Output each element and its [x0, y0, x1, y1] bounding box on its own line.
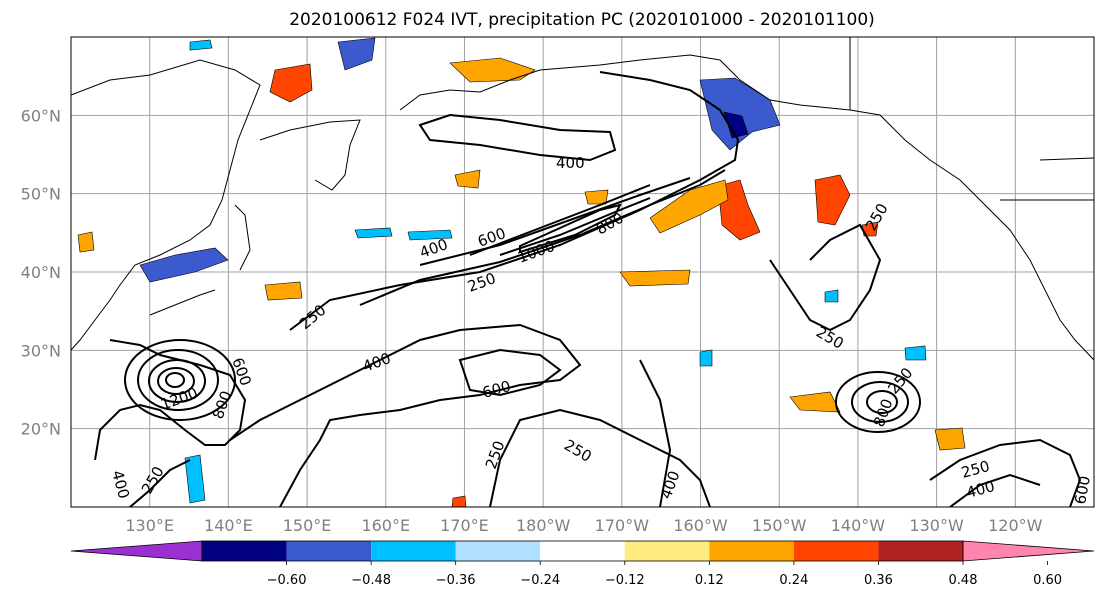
longitude-label: 160°E — [361, 516, 410, 535]
precip-positive-patch — [814, 174, 851, 226]
colorbar-segment — [709, 541, 794, 561]
precip-negative-patch — [407, 229, 453, 241]
precip-positive-patch — [77, 231, 95, 253]
colorbar-extend-low — [70, 540, 203, 562]
colorbar-tick-label: −0.12 — [605, 573, 645, 588]
longitude-label: 130°W — [909, 516, 964, 535]
colorbar-segment — [202, 541, 287, 561]
precip-positive-patch — [789, 391, 841, 413]
precip-negative-patch — [139, 247, 229, 283]
contour-label: 400 — [556, 154, 585, 172]
figure-title: 2020100612 F024 IVT, precipitation PC (2… — [289, 10, 875, 30]
precip-positive-patch — [619, 269, 691, 287]
precip-negative-patch — [699, 77, 781, 151]
longitude-label: 170°E — [440, 516, 489, 535]
precip-positive-patch — [451, 495, 467, 507]
precip-positive-patch — [934, 427, 966, 451]
precip-positive-patch — [454, 169, 481, 189]
colorbar-extend-high — [962, 540, 1095, 562]
colorbar-tick-label: 0.36 — [864, 573, 893, 588]
precip-negative-patch — [904, 345, 927, 361]
colorbar-tick-label: −0.24 — [520, 573, 560, 588]
precip-anomaly-shading — [77, 37, 966, 507]
precip-negative-patch — [184, 454, 206, 504]
longitude-label: 140°E — [204, 516, 253, 535]
ivt-contours — [94, 71, 1082, 507]
colorbar-tick-label: 0.60 — [1033, 573, 1062, 588]
latitude-label: 30°N — [21, 341, 61, 360]
longitude-label: 160°W — [673, 516, 728, 535]
coastlines — [71, 37, 1094, 361]
colorbar-tick-label: −0.36 — [436, 573, 476, 588]
colorbar-tick-label: −0.48 — [351, 573, 391, 588]
precip-negative-patch — [723, 111, 749, 139]
gridlines — [71, 37, 1094, 507]
latitude-label: 60°N — [21, 106, 61, 125]
colorbar-tick-label: 0.48 — [949, 573, 978, 588]
colorbar-tick-label: 0.24 — [779, 573, 808, 588]
latitude-labels: 60°N 50°N 40°N 30°N 20°N — [21, 106, 61, 438]
latitude-label: 40°N — [21, 263, 61, 282]
latitude-label: 50°N — [21, 185, 61, 204]
precip-positive-patch — [449, 57, 536, 83]
contour-label: 600 — [1071, 474, 1094, 505]
colorbar-segment — [793, 541, 879, 561]
precip-negative-patch — [189, 39, 213, 51]
colorbar-outline — [201, 540, 964, 562]
longitude-labels: 130°E 140°E 150°E 160°E 170°E 180°W 170°W 160°W… — [125, 516, 1042, 535]
colorbar-segment — [540, 541, 625, 561]
precip-negative-patch — [824, 289, 839, 303]
precip-positive-patch — [584, 189, 609, 205]
colorbar-segment — [286, 541, 372, 561]
colorbar-segment — [371, 541, 456, 561]
precip-negative-patch — [699, 349, 713, 367]
precip-negative-patch — [354, 227, 393, 239]
longitude-label: 170°W — [595, 516, 650, 535]
colorbar-segment — [878, 541, 963, 561]
precip-negative-patch — [337, 37, 376, 71]
precip-positive-patch — [719, 179, 761, 241]
map-panel: 400 600 800 1000 1200 250 400 600 800 25… — [70, 36, 1095, 508]
colorbar-tick-label: 0.12 — [695, 573, 724, 588]
latitude-label: 20°N — [21, 420, 61, 439]
precip-positive-patch — [269, 63, 313, 103]
colorbar-segment — [455, 541, 541, 561]
precip-positive-patch — [264, 281, 303, 301]
longitude-label: 150°W — [752, 516, 807, 535]
colorbar-segment — [624, 541, 710, 561]
colorbar-tick-label: −0.60 — [267, 573, 307, 588]
longitude-label: 180°W — [516, 516, 571, 535]
longitude-label: 140°W — [831, 516, 886, 535]
longitude-label: 130°E — [125, 516, 174, 535]
colorbar: −0.60 −0.48 −0.36 −0.24 −0.12 0.12 0.24 0.36 0.4… — [70, 540, 1095, 588]
longitude-label: 120°W — [988, 516, 1043, 535]
longitude-label: 150°E — [283, 516, 332, 535]
